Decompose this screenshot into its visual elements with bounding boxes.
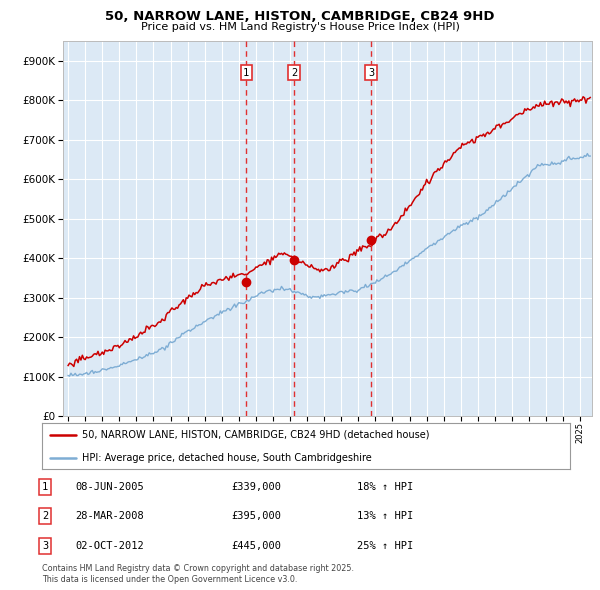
Text: 1: 1 <box>42 482 48 491</box>
Text: 2: 2 <box>291 68 297 78</box>
Text: 08-JUN-2005: 08-JUN-2005 <box>75 482 144 491</box>
Text: Contains HM Land Registry data © Crown copyright and database right 2025.: Contains HM Land Registry data © Crown c… <box>42 565 354 573</box>
Text: 25% ↑ HPI: 25% ↑ HPI <box>357 541 413 550</box>
Text: 02-OCT-2012: 02-OCT-2012 <box>75 541 144 550</box>
Text: 50, NARROW LANE, HISTON, CAMBRIDGE, CB24 9HD (detached house): 50, NARROW LANE, HISTON, CAMBRIDGE, CB24… <box>82 430 429 440</box>
Text: 2: 2 <box>42 512 48 521</box>
Text: 1: 1 <box>243 68 250 78</box>
Text: 3: 3 <box>42 541 48 550</box>
Text: £339,000: £339,000 <box>231 482 281 491</box>
Text: 50, NARROW LANE, HISTON, CAMBRIDGE, CB24 9HD: 50, NARROW LANE, HISTON, CAMBRIDGE, CB24… <box>105 10 495 23</box>
Text: 3: 3 <box>368 68 374 78</box>
Text: 18% ↑ HPI: 18% ↑ HPI <box>357 482 413 491</box>
Text: £395,000: £395,000 <box>231 512 281 521</box>
Text: £445,000: £445,000 <box>231 541 281 550</box>
Text: HPI: Average price, detached house, South Cambridgeshire: HPI: Average price, detached house, Sout… <box>82 453 371 463</box>
Text: 28-MAR-2008: 28-MAR-2008 <box>75 512 144 521</box>
Text: 13% ↑ HPI: 13% ↑ HPI <box>357 512 413 521</box>
Text: Price paid vs. HM Land Registry's House Price Index (HPI): Price paid vs. HM Land Registry's House … <box>140 22 460 32</box>
Text: This data is licensed under the Open Government Licence v3.0.: This data is licensed under the Open Gov… <box>42 575 298 584</box>
